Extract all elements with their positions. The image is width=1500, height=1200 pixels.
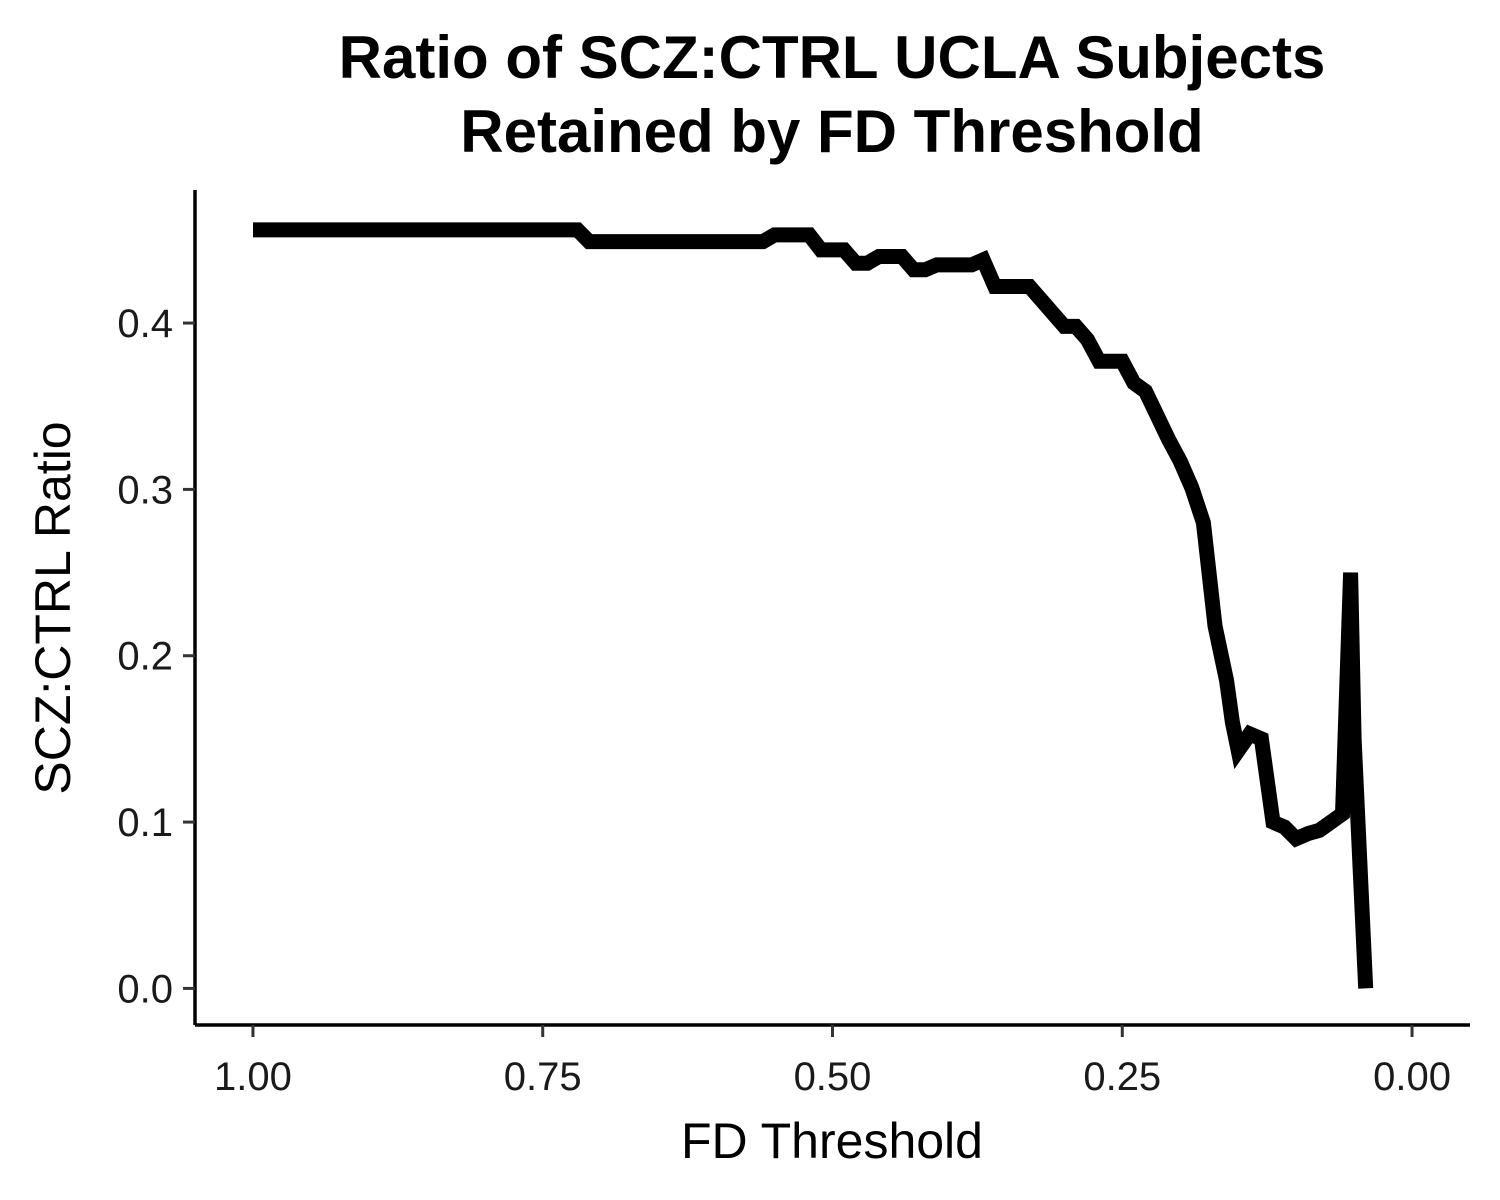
x-tick-label: 0.25: [1083, 1055, 1161, 1099]
x-tick-label: 0.00: [1373, 1055, 1451, 1099]
y-tick-label: 0.1: [117, 801, 173, 845]
y-axis-label: SCZ:CTRL Ratio: [25, 421, 81, 794]
chart-title-line-2: Retained by FD Threshold: [460, 98, 1203, 165]
x-tick-label: 0.50: [794, 1055, 872, 1099]
x-axis: 1.00 0.75 0.50 0.25 0.00: [195, 1023, 1470, 1099]
x-axis-label: FD Threshold: [681, 1113, 983, 1169]
chart-title-line-1: Ratio of SCZ:CTRL UCLA Subjects: [339, 24, 1326, 91]
y-tick-label: 0.2: [117, 635, 173, 679]
chart-title: Ratio of SCZ:CTRL UCLA Subjects Retained …: [339, 24, 1326, 165]
x-tick-label: 0.75: [504, 1055, 582, 1099]
y-tick-label: 0.3: [117, 468, 173, 512]
x-tick-label: 1.00: [214, 1055, 292, 1099]
y-tick-label: 0.4: [117, 302, 173, 346]
y-tick-label: 0.0: [117, 967, 173, 1011]
plot-area: [253, 222, 1374, 989]
series-line-1: [253, 222, 1374, 989]
y-axis: 0.0 0.1 0.2 0.3 0.4: [117, 190, 197, 1025]
